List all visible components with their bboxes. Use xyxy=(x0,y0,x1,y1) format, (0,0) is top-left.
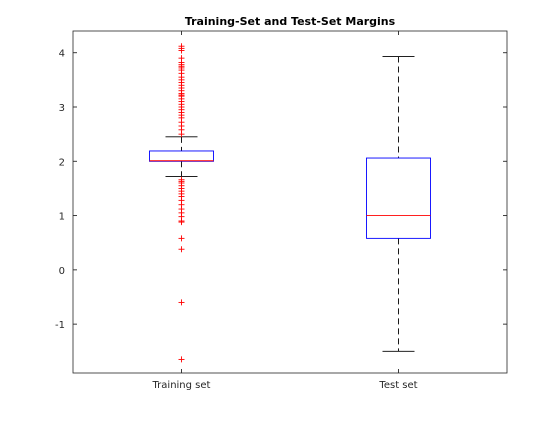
chart-title: Training-Set and Test-Set Margins xyxy=(185,15,396,28)
outlier-marker xyxy=(178,246,185,253)
outlier-marker xyxy=(178,356,185,363)
box xyxy=(366,157,431,239)
outlier-marker xyxy=(178,219,185,226)
y-tick-label: -1 xyxy=(55,320,65,331)
chart-marks: -1 0 1 2 3 4 Training set Test set xyxy=(55,31,507,391)
x-tick-label: Test set xyxy=(378,380,417,391)
y-tick-label: 2 xyxy=(59,157,65,168)
y-tick-label: 4 xyxy=(59,49,65,60)
y-tick-label: 1 xyxy=(59,212,65,223)
y-tick-label: 0 xyxy=(59,266,65,277)
y-tick-label: 3 xyxy=(59,103,65,114)
outlier-marker xyxy=(178,299,185,306)
outlier-marker xyxy=(178,131,185,138)
plot-area xyxy=(72,30,508,374)
outlier-marker xyxy=(178,47,185,54)
outlier-marker xyxy=(178,235,185,242)
x-tick-label: Training set xyxy=(152,380,211,391)
box xyxy=(149,150,214,162)
